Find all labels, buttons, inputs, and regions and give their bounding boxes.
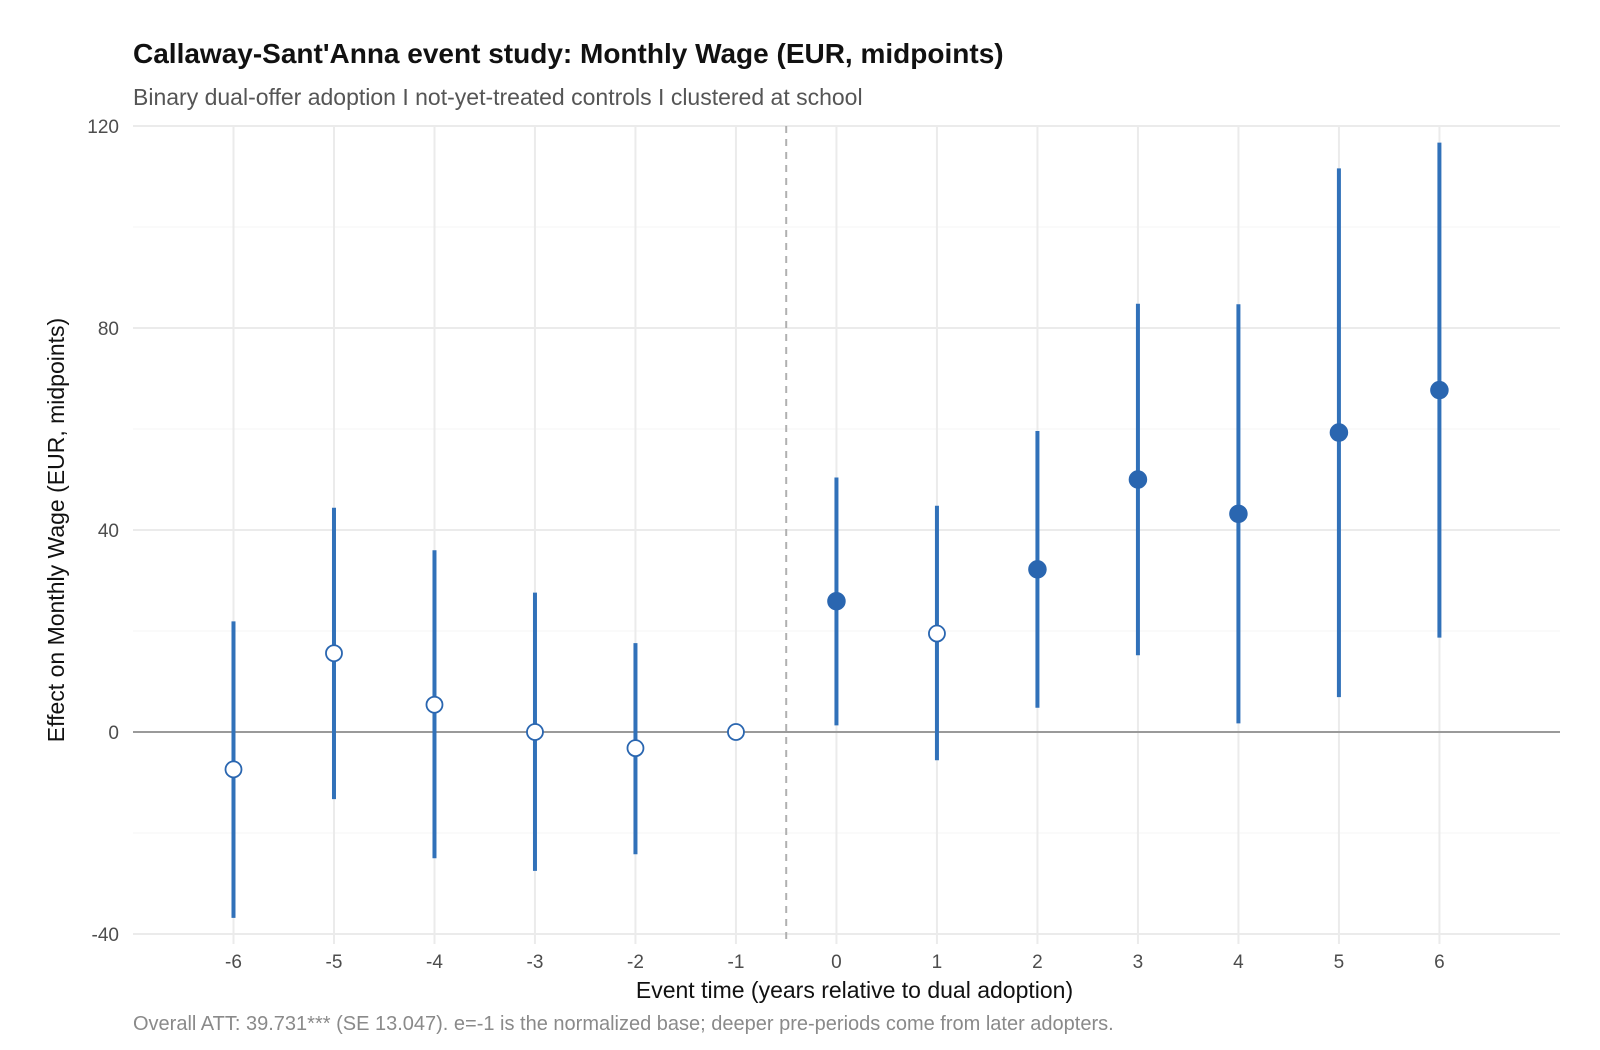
y-tick-label: -40 — [92, 925, 119, 946]
y-tick-label: 120 — [87, 117, 119, 138]
chart-caption: Overall ATT: 39.731*** (SE 13.047). e=-1… — [133, 1013, 1114, 1035]
x-tick-label: -2 — [627, 952, 644, 973]
x-tick-label: 5 — [1334, 952, 1345, 973]
tick-labels: -40 0 40 80 120 -6 -5 -4 -3 -2 -1 0 1 2 3 4 5 6 — [87, 117, 1444, 973]
point-estimate-open — [727, 723, 745, 741]
x-tick-label: 0 — [831, 952, 842, 973]
x-tick-label: 4 — [1233, 952, 1244, 973]
point-estimate-significant — [1430, 380, 1449, 400]
chart-title: Callaway-Sant'Anna event study: Monthly … — [133, 38, 1004, 69]
point-estimate-significant — [1128, 470, 1148, 489]
x-tick-label: -5 — [326, 952, 343, 973]
x-tick-label: -4 — [426, 952, 443, 973]
y-tick-label: 40 — [98, 521, 119, 542]
x-tick-label: -3 — [527, 952, 544, 973]
x-tick-label: 6 — [1434, 952, 1445, 973]
point-estimate-open — [526, 723, 544, 741]
point-estimate-open — [928, 624, 946, 643]
x-axis-label: Event time (years relative to dual adopt… — [636, 977, 1073, 1003]
point-estimate-significant — [1329, 423, 1349, 442]
y-tick-label: 80 — [98, 319, 119, 340]
x-tick-label: 2 — [1032, 952, 1043, 973]
x-tick-label: -1 — [728, 952, 745, 973]
reference-lines — [133, 126, 1560, 944]
point-estimate-open — [224, 760, 243, 779]
point-estimate-open — [626, 739, 645, 758]
point-estimate-significant — [1229, 504, 1248, 524]
x-tick-label: 1 — [932, 952, 943, 973]
y-axis-label: Effect on Monthly Wage (EUR, midpoints) — [43, 318, 69, 742]
point-estimate-open — [325, 644, 343, 663]
x-tick-label: -6 — [225, 952, 242, 973]
point-estimate-open — [425, 695, 444, 714]
point-estimate-significant — [1028, 560, 1047, 579]
y-tick-label: 0 — [108, 723, 119, 744]
data-marks — [224, 142, 1449, 918]
grid — [133, 125, 1560, 944]
chart-subtitle: Binary dual-offer adoption I not-yet-tre… — [133, 84, 863, 110]
point-estimate-significant — [827, 591, 846, 611]
x-tick-label: 3 — [1133, 952, 1144, 973]
